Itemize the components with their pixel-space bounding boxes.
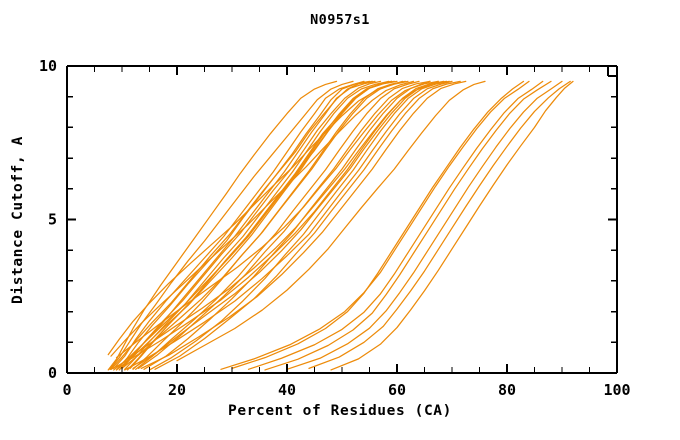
series-line	[113, 80, 393, 371]
series-line	[231, 80, 525, 370]
series-line	[124, 80, 453, 371]
x-axis-title: Percent of Residues (CA)	[228, 403, 452, 419]
y-tick-label: 10	[39, 57, 57, 75]
series-line	[107, 80, 338, 371]
x-tick-label: 0	[62, 381, 71, 399]
data-series-layer	[107, 80, 574, 371]
series-line	[121, 80, 409, 370]
series-line	[264, 80, 552, 371]
series-line	[286, 80, 563, 370]
curves-group	[107, 80, 574, 371]
x-tick-label: 100	[603, 381, 630, 399]
x-tick-label: 60	[388, 381, 406, 399]
series-line	[143, 80, 439, 370]
series-line	[330, 80, 574, 371]
x-tick-label: 80	[498, 381, 516, 399]
y-tick-label: 0	[48, 364, 57, 382]
series-line	[247, 80, 544, 370]
series-line	[132, 80, 406, 370]
series-line	[110, 80, 415, 357]
series-line	[115, 80, 395, 371]
x-tick-label: 40	[278, 381, 296, 399]
series-line	[135, 80, 420, 370]
series-line	[115, 80, 431, 359]
series-line	[113, 80, 365, 370]
series-line	[176, 80, 486, 362]
series-line	[308, 80, 571, 370]
y-axis-title: Distance Cutoff, A	[10, 136, 26, 304]
series-line	[140, 80, 467, 370]
series-line	[110, 80, 445, 370]
chart-title: N0957s1	[310, 12, 370, 28]
series-line	[109, 80, 354, 370]
series-line	[129, 80, 398, 370]
y-tick-label: 5	[48, 211, 57, 229]
axis-ticks	[66, 65, 618, 374]
series-line	[154, 80, 461, 370]
series-line	[107, 80, 404, 356]
x-tick-label: 20	[168, 381, 186, 399]
series-line	[126, 80, 439, 360]
axis-tick-labels: 0 20 40 60 80 100 0 5 10	[39, 57, 631, 399]
series-line	[118, 80, 376, 371]
series-line	[132, 80, 448, 370]
series-line	[220, 80, 530, 370]
